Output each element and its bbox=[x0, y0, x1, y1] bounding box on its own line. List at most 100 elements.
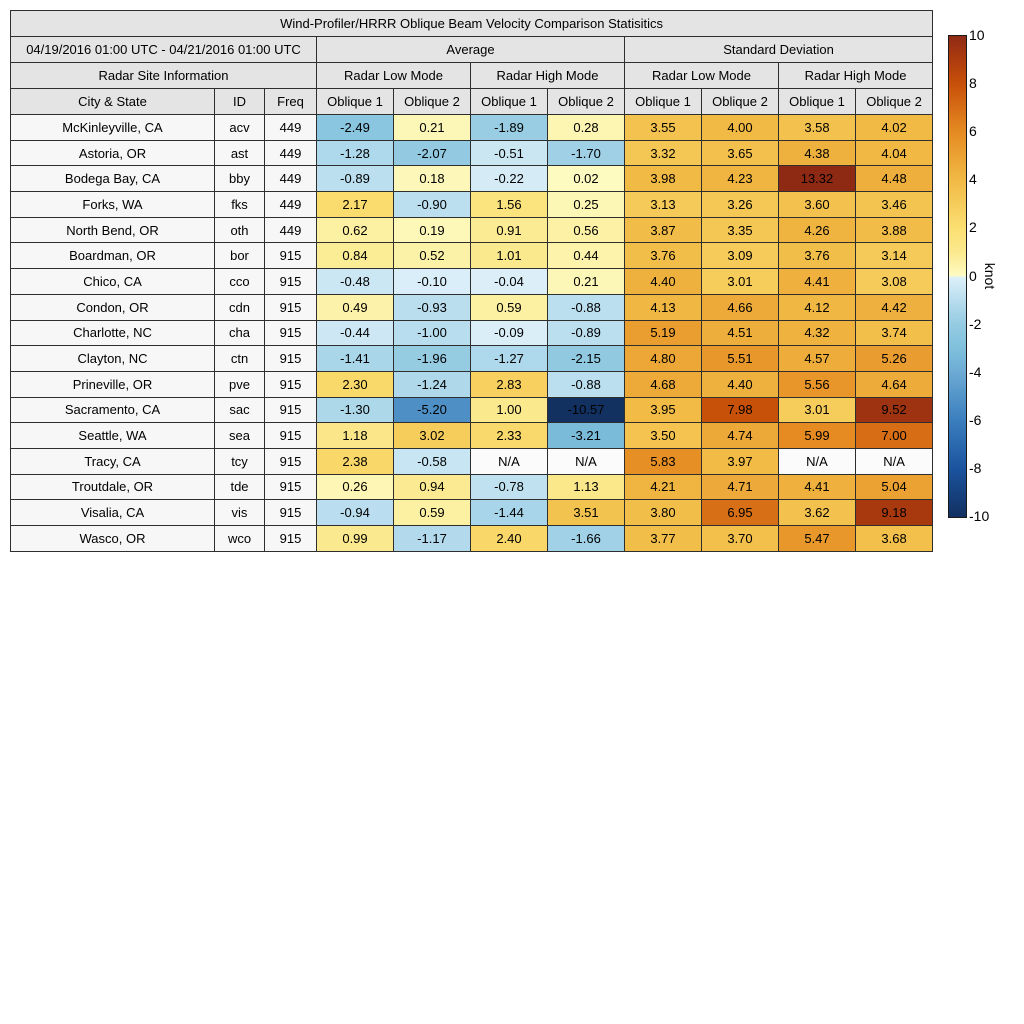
value-cell: 0.59 bbox=[393, 499, 471, 526]
value-cell: 6.95 bbox=[701, 499, 779, 526]
col-header-std-low-oblique1: Oblique 1 bbox=[624, 88, 702, 115]
table-row: North Bend, OR oth 449 0.62 0.19 0.91 0.56 3.87… bbox=[10, 216, 934, 244]
value-cell: 0.44 bbox=[547, 242, 625, 270]
value-cell: -1.17 bbox=[393, 525, 471, 552]
value-cell: 3.14 bbox=[854, 242, 934, 270]
site-id-cell: tde bbox=[214, 473, 265, 501]
site-id-cell: bby bbox=[214, 165, 265, 193]
value-cell: -3.21 bbox=[547, 422, 625, 449]
value-cell: 3.74 bbox=[854, 319, 934, 347]
value-cell: -0.09 bbox=[470, 319, 548, 347]
site-id-cell: vis bbox=[214, 499, 265, 526]
table-row: Charlotte, NC cha 915 -0.44 -1.00 -0.09 -0.89 5… bbox=[10, 319, 934, 347]
city-cell: Visalia, CA bbox=[10, 499, 215, 526]
value-cell: 3.76 bbox=[778, 242, 856, 270]
site-id-cell: fks bbox=[214, 191, 265, 218]
value-cell: -0.51 bbox=[470, 139, 548, 167]
freq-cell: 449 bbox=[264, 191, 317, 218]
value-cell: -1.00 bbox=[393, 319, 471, 347]
city-cell: Troutdale, OR bbox=[10, 473, 215, 501]
freq-cell: 915 bbox=[264, 293, 317, 321]
value-cell: -0.58 bbox=[393, 447, 471, 475]
freq-cell: 449 bbox=[264, 165, 317, 193]
value-cell: 0.91 bbox=[470, 216, 548, 244]
value-cell: 3.46 bbox=[854, 191, 934, 218]
avg-high-mode-header: Radar High Mode bbox=[470, 62, 625, 89]
title-row: Wind-Profiler/HRRR Oblique Beam Velocity… bbox=[9, 10, 934, 37]
col-header-id: ID bbox=[214, 88, 265, 115]
value-cell: -0.94 bbox=[316, 499, 394, 526]
value-cell: 4.41 bbox=[778, 473, 856, 501]
city-cell: Boardman, OR bbox=[10, 242, 215, 270]
value-cell: 4.42 bbox=[854, 293, 934, 321]
site-id-cell: tcy bbox=[214, 447, 265, 475]
value-cell: -2.07 bbox=[393, 139, 471, 167]
value-cell: -0.89 bbox=[316, 165, 394, 193]
value-cell: -1.70 bbox=[547, 139, 625, 167]
value-cell: 5.83 bbox=[624, 447, 702, 475]
value-cell: 3.60 bbox=[778, 191, 856, 218]
value-cell: -1.28 bbox=[316, 139, 394, 167]
value-cell: 4.38 bbox=[778, 139, 856, 167]
colorbar-tick-label: -4 bbox=[969, 363, 982, 380]
value-cell: 0.49 bbox=[316, 293, 394, 321]
colorbar-tick-label: 6 bbox=[969, 123, 977, 140]
value-cell: 3.65 bbox=[701, 139, 779, 167]
value-cell: 0.59 bbox=[470, 293, 548, 321]
colorbar bbox=[948, 35, 967, 518]
table-row: Seattle, WA sea 915 1.18 3.02 2.33 -3.21 3.50 4.… bbox=[10, 422, 934, 449]
value-cell: 3.09 bbox=[701, 242, 779, 270]
colorbar-tick-label: -2 bbox=[969, 315, 982, 332]
mode-header-row: Radar Site Information Radar Low Mode Ra… bbox=[10, 62, 934, 89]
value-cell: -0.04 bbox=[470, 268, 548, 295]
colorbar-tick-label: -8 bbox=[969, 459, 982, 476]
city-cell: Bodega Bay, CA bbox=[10, 165, 215, 193]
avg-low-mode-header: Radar Low Mode bbox=[316, 62, 471, 89]
value-cell: 0.21 bbox=[393, 114, 471, 141]
value-cell: -0.90 bbox=[393, 191, 471, 218]
value-cell: N/A bbox=[547, 447, 625, 475]
value-cell: 0.25 bbox=[547, 191, 625, 218]
city-cell: Prineville, OR bbox=[10, 370, 215, 398]
std-low-mode-header: Radar Low Mode bbox=[624, 62, 779, 89]
value-cell: -2.49 bbox=[316, 114, 394, 141]
value-cell: -1.27 bbox=[470, 345, 548, 372]
site-id-cell: wco bbox=[214, 525, 265, 552]
value-cell: 3.50 bbox=[624, 422, 702, 449]
freq-cell: 449 bbox=[264, 139, 317, 167]
value-cell: 3.62 bbox=[778, 499, 856, 526]
table-row: Bodega Bay, CA bby 449 -0.89 0.18 -0.22 0.02 3.… bbox=[10, 165, 934, 193]
value-cell: -2.15 bbox=[547, 345, 625, 372]
site-id-cell: cco bbox=[214, 268, 265, 295]
value-cell: -0.48 bbox=[316, 268, 394, 295]
value-cell: 4.40 bbox=[701, 370, 779, 398]
value-cell: -1.24 bbox=[393, 370, 471, 398]
value-cell: 7.98 bbox=[701, 396, 779, 424]
value-cell: -0.93 bbox=[393, 293, 471, 321]
value-cell: -0.78 bbox=[470, 473, 548, 501]
colorbar-tick-label: 2 bbox=[969, 219, 977, 236]
value-cell: 0.26 bbox=[316, 473, 394, 501]
value-cell: 4.64 bbox=[854, 370, 934, 398]
table-row: McKinleyville, CA acv 449 -2.49 0.21 -1.89 0.2… bbox=[10, 114, 934, 141]
value-cell: 2.38 bbox=[316, 447, 394, 475]
value-cell: 4.68 bbox=[624, 370, 702, 398]
value-cell: 0.62 bbox=[316, 216, 394, 244]
std-deviation-group-header: Standard Deviation bbox=[623, 36, 934, 63]
col-header-std-high-oblique2: Oblique 2 bbox=[854, 88, 934, 115]
value-cell: 3.55 bbox=[624, 114, 702, 141]
value-cell: -0.88 bbox=[547, 293, 625, 321]
value-cell: 2.30 bbox=[316, 370, 394, 398]
value-cell: 0.28 bbox=[547, 114, 625, 141]
value-cell: 2.33 bbox=[470, 422, 548, 449]
city-cell: Seattle, WA bbox=[10, 422, 215, 449]
value-cell: -0.44 bbox=[316, 319, 394, 347]
column-header-row: City & State ID Freq Oblique 1 Oblique 2… bbox=[10, 88, 934, 115]
value-cell: 3.68 bbox=[854, 525, 934, 552]
period-header: 04/19/2016 01:00 UTC - 04/21/2016 01:00 … bbox=[10, 36, 317, 63]
site-id-cell: bor bbox=[214, 242, 265, 270]
value-cell: -0.10 bbox=[393, 268, 471, 295]
value-cell: 3.08 bbox=[854, 268, 934, 295]
city-cell: Clayton, NC bbox=[10, 345, 215, 372]
